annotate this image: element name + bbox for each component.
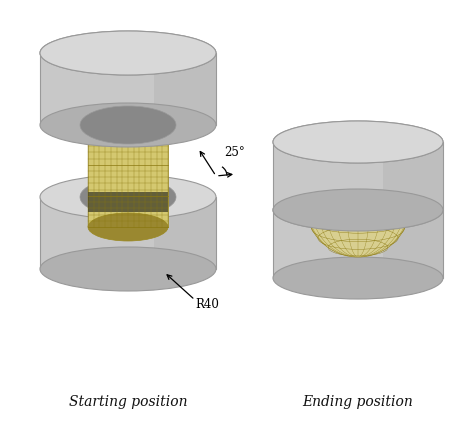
Text: R40: R40: [195, 298, 219, 311]
Ellipse shape: [40, 31, 216, 75]
Text: Ending position: Ending position: [302, 395, 413, 409]
Circle shape: [306, 153, 410, 257]
Polygon shape: [88, 90, 168, 227]
Ellipse shape: [88, 213, 168, 241]
Ellipse shape: [311, 192, 405, 228]
Ellipse shape: [273, 121, 443, 163]
Polygon shape: [273, 210, 443, 278]
Ellipse shape: [80, 178, 176, 216]
Ellipse shape: [40, 31, 216, 75]
Ellipse shape: [273, 121, 443, 163]
Polygon shape: [155, 197, 216, 269]
Ellipse shape: [40, 247, 216, 291]
Polygon shape: [40, 197, 216, 269]
Ellipse shape: [273, 189, 443, 231]
Ellipse shape: [273, 257, 443, 299]
Polygon shape: [273, 142, 443, 210]
Ellipse shape: [273, 189, 443, 231]
Ellipse shape: [40, 175, 216, 219]
Ellipse shape: [311, 192, 405, 228]
Ellipse shape: [40, 103, 216, 147]
Ellipse shape: [80, 106, 176, 144]
Text: 25°: 25°: [224, 146, 245, 159]
Polygon shape: [383, 142, 443, 210]
Polygon shape: [88, 192, 168, 212]
Ellipse shape: [88, 76, 168, 104]
Polygon shape: [155, 53, 216, 125]
Text: Starting position: Starting position: [69, 395, 187, 409]
Polygon shape: [40, 53, 216, 125]
Polygon shape: [383, 210, 443, 278]
